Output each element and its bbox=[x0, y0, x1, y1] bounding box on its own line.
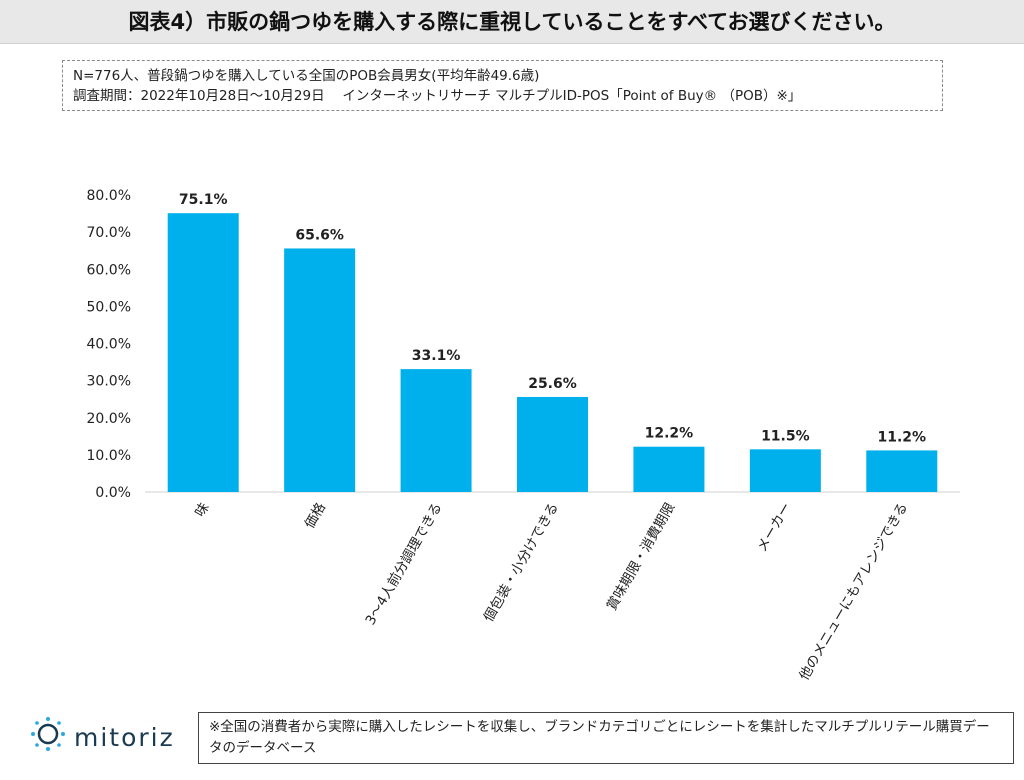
bar bbox=[517, 396, 588, 492]
bar bbox=[167, 213, 239, 492]
page-title: 図表4）市販の鍋つゆを購入する際に重視していることをすべてお選びください。 bbox=[128, 10, 896, 34]
x-tick-label: 価格 bbox=[302, 500, 330, 532]
bar bbox=[284, 248, 356, 492]
y-tick-label: 80.0% bbox=[87, 188, 131, 204]
y-tick-label: 40.0% bbox=[87, 337, 131, 353]
survey-info-box: N=776人、普段鍋つゆを購入している全国のPOB会員男女(平均年齢49.6歳)… bbox=[62, 60, 943, 111]
data-label: 33.1% bbox=[412, 348, 461, 364]
x-tick-label: 他のメニューにもアレンジできる bbox=[796, 500, 911, 683]
x-tick-label: メーカー bbox=[754, 500, 795, 555]
x-tick-label: 3～4人前分調理できる bbox=[362, 499, 446, 627]
data-label: 11.2% bbox=[877, 429, 926, 445]
y-tick-label: 30.0% bbox=[87, 374, 131, 390]
mitoriz-logo bbox=[31, 717, 65, 751]
bar bbox=[866, 450, 938, 492]
bar-chart: 0.0% 10.0% 20.0% 30.0% 40.0% 50.0% 60.0% 70.0% 8… bbox=[87, 188, 960, 683]
data-label: 12.2% bbox=[645, 426, 694, 442]
bar bbox=[633, 446, 705, 492]
footnote-box: ※全国の消費者から実際に購入したレシートを収集し、ブランドカテゴリごとにレシート… bbox=[198, 712, 1014, 764]
survey-sample-text: N=776人、普段鍋つゆを購入している全国のPOB会員男女(平均年齢49.6歳) bbox=[73, 68, 540, 84]
data-label: 65.6% bbox=[295, 227, 344, 243]
y-tick-label: 70.0% bbox=[87, 225, 131, 241]
y-tick-label: 0.0% bbox=[95, 485, 131, 501]
footnote-text: ※全国の消費者から実際に購入したレシートを収集し、ブランドカテゴリごとにレシート… bbox=[209, 719, 990, 756]
x-tick-label: 賞味期限・消費期限 bbox=[604, 500, 679, 614]
x-tick-label: 味 bbox=[192, 500, 213, 520]
data-label: 25.6% bbox=[528, 376, 577, 392]
data-label: 11.5% bbox=[761, 428, 810, 444]
y-tick-label: 20.0% bbox=[87, 411, 131, 427]
bar bbox=[400, 369, 472, 492]
title-bar: 図表4）市販の鍋つゆを購入する際に重視していることをすべてお選びください。 bbox=[0, 0, 1024, 44]
data-label: 75.1% bbox=[179, 192, 228, 208]
y-tick-label: 50.0% bbox=[87, 299, 131, 315]
x-tick-label: 個包装・小分けできる bbox=[481, 500, 562, 625]
bar bbox=[749, 449, 821, 492]
logo-text: mitoriz bbox=[74, 723, 175, 752]
survey-period-text: 調査期間：2022年10月28日～10月29日 インターネットリサーチ マルチプ… bbox=[73, 88, 802, 104]
y-tick-label: 10.0% bbox=[87, 448, 131, 464]
logo-mark-icon bbox=[31, 717, 65, 751]
y-tick-label: 60.0% bbox=[87, 262, 131, 278]
